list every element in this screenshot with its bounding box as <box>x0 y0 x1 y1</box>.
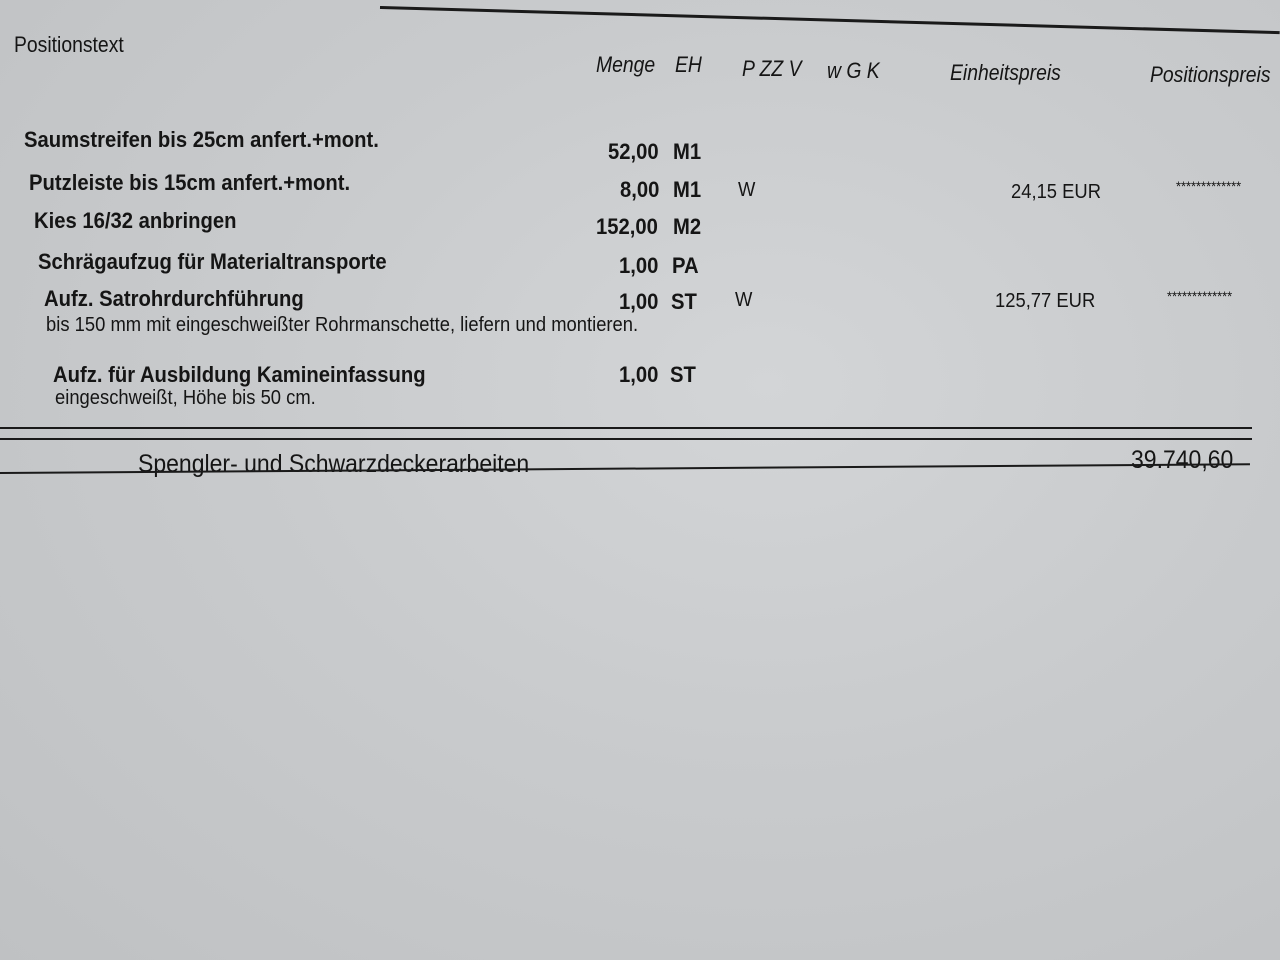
summary-total: 39.740,60 <box>1131 446 1234 474</box>
row-menge: 1,00 <box>619 362 659 387</box>
row-eh: ST <box>671 289 697 314</box>
row-menge: 1,00 <box>619 289 659 314</box>
row-price: 24,15 EUR <box>1011 181 1102 203</box>
divider <box>0 427 1252 429</box>
row-text: Saumstreifen bis 25cm anfert.+mont. <box>24 127 379 152</box>
row-text: Schrägaufzug für Materialtransporte <box>38 249 387 274</box>
row-text: Aufz. für Ausbildung Kamineinfassung <box>53 362 426 387</box>
row-flag: W <box>738 179 756 201</box>
header-einheitspreis: Einheitspreis <box>950 60 1061 85</box>
row-text: Kies 16/32 anbringen <box>34 208 237 233</box>
top-rule <box>379 6 1280 35</box>
row-desc: bis 150 mm mit eingeschweißter Rohrmansc… <box>46 314 639 336</box>
row-eh: M1 <box>673 139 702 164</box>
row-eh: PA <box>672 253 699 278</box>
header-positionstext: Positionstext <box>14 32 124 57</box>
row-menge: 1,00 <box>619 253 659 278</box>
row-menge: 52,00 <box>608 139 659 164</box>
row-menge: 8,00 <box>620 177 660 202</box>
row-text: Aufz. Satrohrdurchführung <box>44 286 304 311</box>
row-total: ************* <box>1176 178 1242 194</box>
row-desc: eingeschweißt, Höhe bis 50 cm. <box>55 387 316 409</box>
row-price: 125,77 EUR <box>995 290 1096 312</box>
row-eh: ST <box>670 362 696 387</box>
row-menge: 152,00 <box>596 214 658 239</box>
row-eh: M2 <box>673 214 702 239</box>
header-wgk: w G K <box>827 58 880 83</box>
row-eh: M1 <box>673 177 702 202</box>
divider <box>0 438 1252 440</box>
header-pzzv: P ZZ V <box>742 56 802 81</box>
header-menge: Menge <box>596 52 656 77</box>
summary-label: Spengler- und Schwarzdeckerarbeiten <box>138 450 530 478</box>
row-flag: W <box>735 289 753 311</box>
row-total: ************* <box>1167 288 1233 304</box>
header-eh: EH <box>675 52 702 77</box>
row-text: Putzleiste bis 15cm anfert.+mont. <box>29 170 351 195</box>
header-positionspreis: Positionspreis <box>1150 62 1271 87</box>
